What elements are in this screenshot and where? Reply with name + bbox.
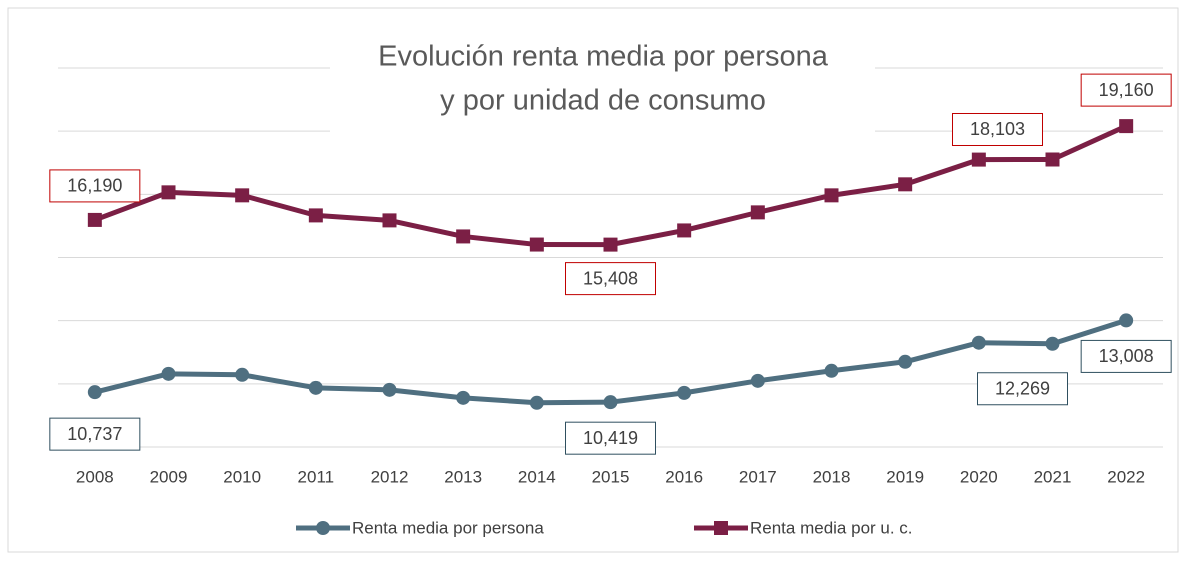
point (750, 205, 765, 220)
point (87, 385, 102, 400)
data-label-box (49, 169, 141, 203)
x-tick-label: 2016 (665, 467, 703, 486)
point (1119, 119, 1134, 134)
legend-label: Renta media por u. c. (750, 518, 913, 537)
legend-marker (316, 521, 330, 535)
data-label-box (565, 262, 656, 296)
legend-marker (714, 521, 728, 535)
point (898, 354, 913, 369)
data-label-box (977, 372, 1068, 406)
x-tick-label: 2017 (739, 467, 777, 486)
x-tick-label: 2022 (1107, 467, 1145, 486)
point (161, 366, 176, 381)
x-tick-label: 2008 (76, 467, 114, 486)
x-tick-label: 2020 (960, 467, 998, 486)
point (750, 373, 765, 388)
point (677, 385, 692, 400)
data-label-box (565, 421, 656, 455)
data-label: 16,190 (67, 176, 122, 196)
point (898, 177, 913, 192)
point (529, 237, 544, 252)
data-label-box (952, 112, 1043, 146)
data-label-box (1080, 73, 1172, 107)
data-label: 13,008 (1099, 346, 1154, 366)
point (1119, 313, 1134, 328)
point (308, 380, 323, 395)
x-tick-label: 2015 (592, 467, 630, 486)
point (382, 382, 397, 397)
point (456, 390, 471, 405)
point (456, 229, 471, 244)
x-tick-label: 2010 (223, 467, 261, 486)
data-label: 10,419 (583, 428, 638, 448)
point (382, 213, 397, 228)
point (603, 237, 618, 252)
point (161, 185, 176, 200)
point (824, 188, 839, 203)
x-tick-label: 2012 (371, 467, 409, 486)
x-tick-label: 2021 (1034, 467, 1072, 486)
data-label-box (1080, 339, 1172, 373)
point (971, 335, 986, 350)
point (603, 395, 618, 410)
title-backing (330, 36, 875, 136)
x-tick-label: 2013 (444, 467, 482, 486)
x-tick-label: 2018 (813, 467, 851, 486)
data-label: 18,103 (970, 119, 1025, 139)
data-label-box (49, 417, 141, 451)
data-label: 12,269 (995, 379, 1050, 399)
data-label: 19,160 (1099, 80, 1154, 100)
data-label: 10,737 (67, 424, 122, 444)
point (308, 208, 323, 223)
x-tick-label: 2011 (298, 467, 335, 486)
point (87, 212, 102, 227)
point (529, 395, 544, 410)
point (971, 152, 986, 167)
point (1045, 336, 1060, 351)
point (235, 367, 250, 382)
point (824, 363, 839, 378)
legend-label: Renta media por persona (352, 518, 544, 537)
x-tick-label: 2019 (886, 467, 924, 486)
point (677, 223, 692, 238)
data-label: 15,408 (583, 268, 638, 288)
x-tick-label: 2014 (518, 467, 556, 486)
point (1045, 152, 1060, 167)
chart-title: Evolución renta media por persona (378, 41, 829, 73)
x-tick-label: 2009 (150, 467, 188, 486)
chart-title: y por unidad de consumo (440, 85, 766, 117)
point (235, 188, 250, 203)
